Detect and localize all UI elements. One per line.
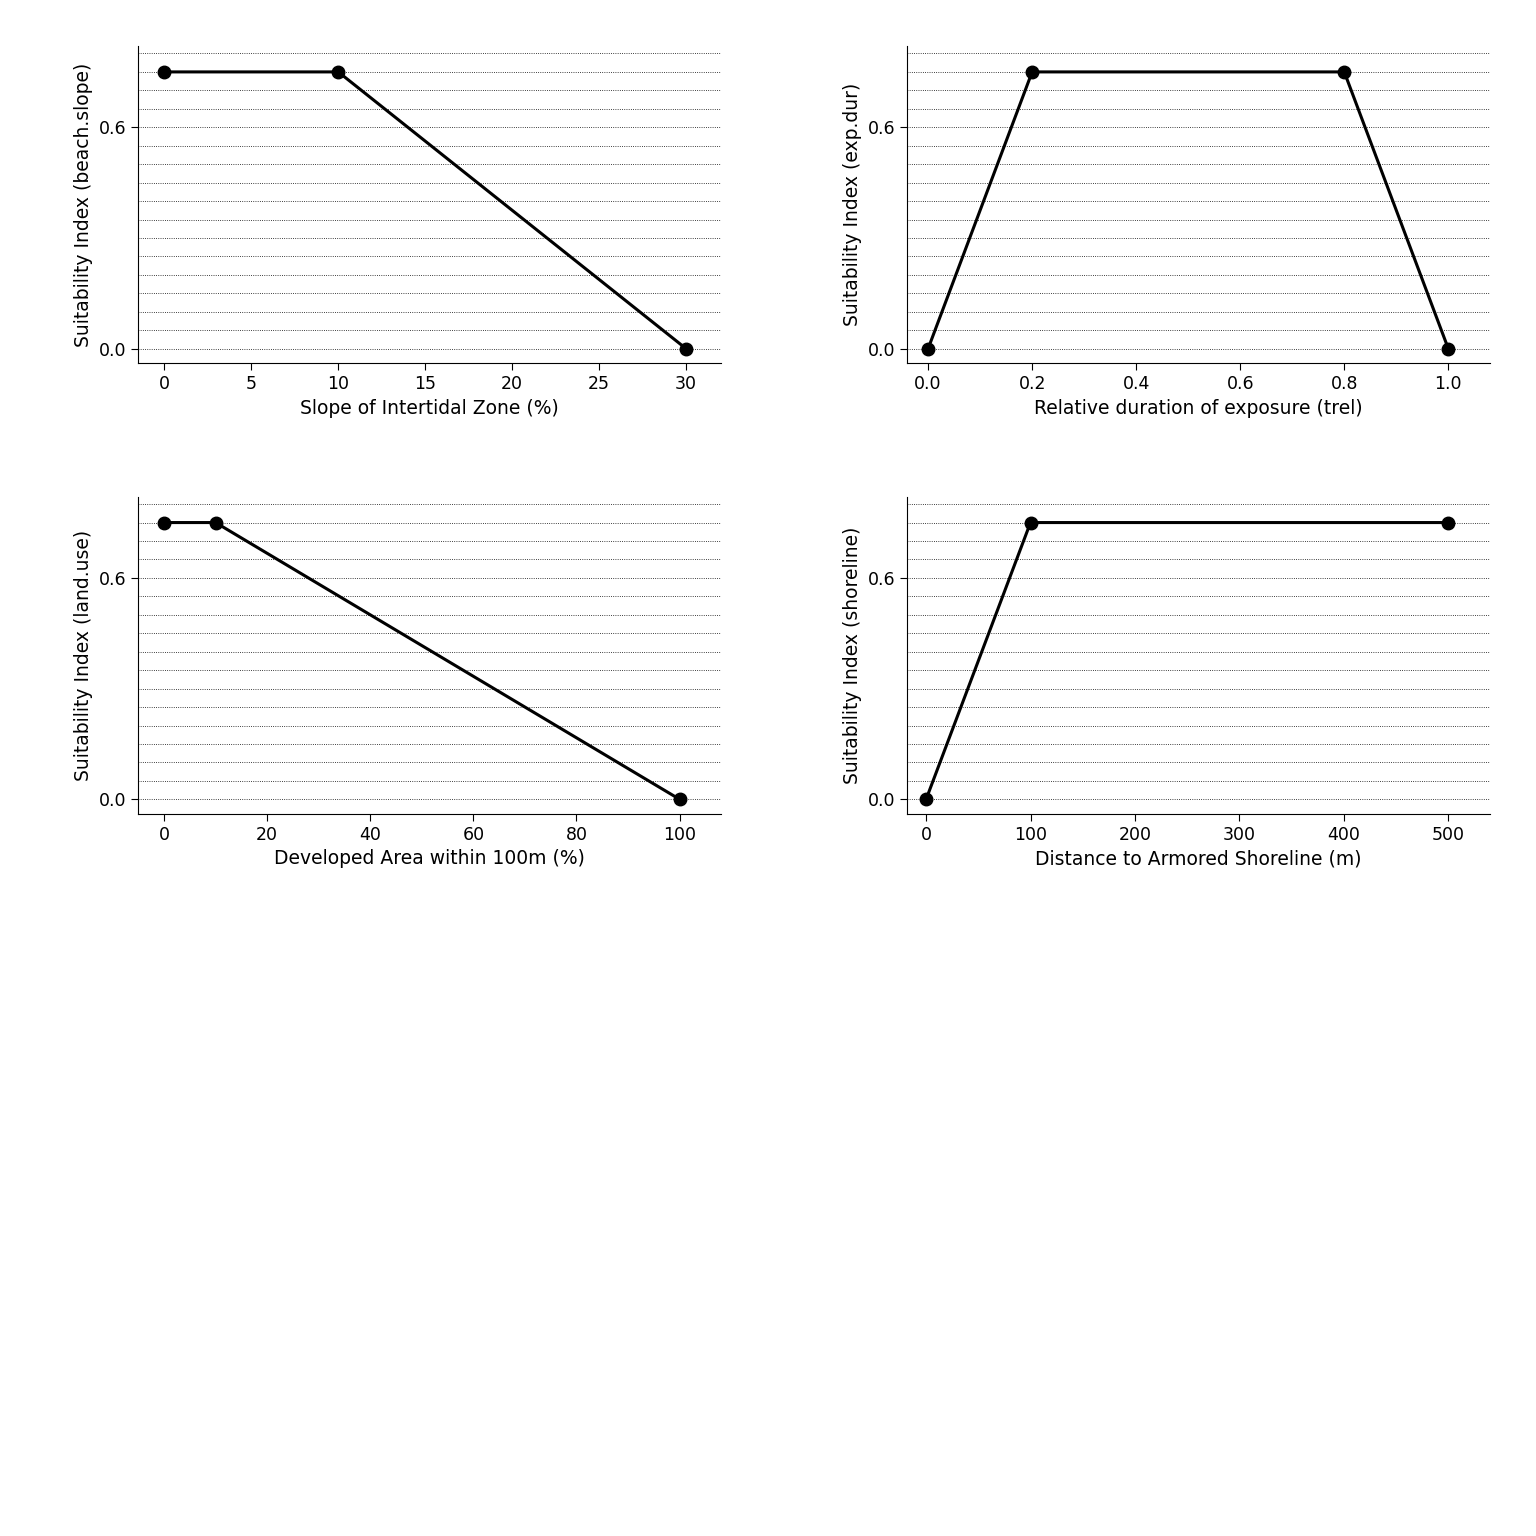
Y-axis label: Suitability Index (exp.dur): Suitability Index (exp.dur) bbox=[843, 83, 862, 326]
Y-axis label: Suitability Index (land.use): Suitability Index (land.use) bbox=[74, 530, 94, 780]
X-axis label: Slope of Intertidal Zone (%): Slope of Intertidal Zone (%) bbox=[300, 399, 559, 418]
X-axis label: Distance to Armored Shoreline (m): Distance to Armored Shoreline (m) bbox=[1035, 849, 1362, 868]
Y-axis label: Suitability Index (shoreline): Suitability Index (shoreline) bbox=[843, 527, 862, 783]
X-axis label: Developed Area within 100m (%): Developed Area within 100m (%) bbox=[273, 849, 585, 868]
X-axis label: Relative duration of exposure (trel): Relative duration of exposure (trel) bbox=[1034, 399, 1362, 418]
Y-axis label: Suitability Index (beach.slope): Suitability Index (beach.slope) bbox=[74, 63, 94, 347]
